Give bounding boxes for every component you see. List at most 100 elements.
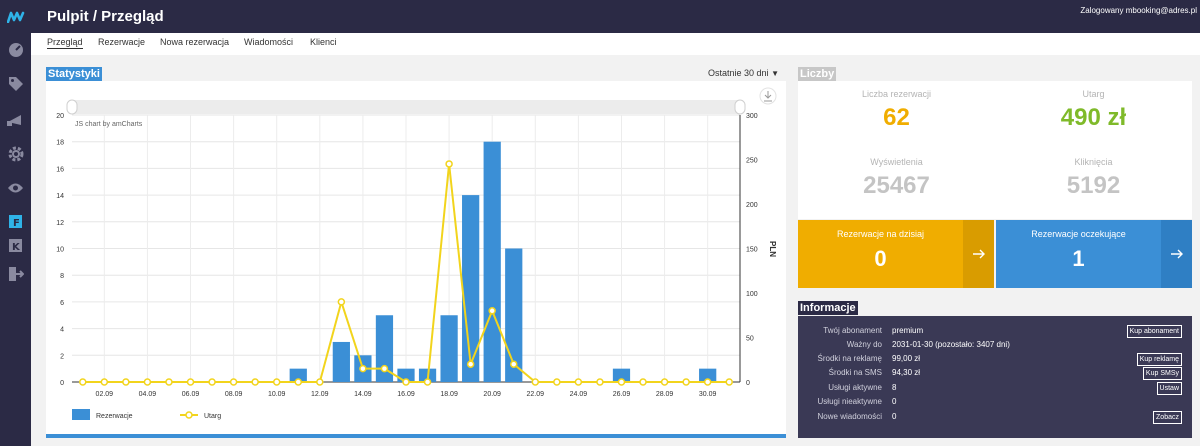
bar-rezerwacje [505, 248, 523, 382]
bar-rezerwacje [289, 368, 307, 382]
x-tick-label: 18.09 [440, 391, 458, 398]
point-utarg [466, 360, 475, 368]
tab-przeglad[interactable]: Przegląd [47, 37, 83, 49]
set-services-button[interactable]: Ustaw [1156, 382, 1182, 395]
svg-text:K: K [12, 242, 21, 252]
view-messages-button[interactable]: Zobacz [1153, 411, 1182, 424]
y-tick-label-left: 16 [56, 166, 64, 173]
y-tick-label-left: 14 [56, 193, 64, 200]
stat-label: Liczba rezerwacji [861, 89, 932, 99]
tile-value: 1 [1072, 246, 1085, 271]
buy-subscription-button[interactable]: Kup abonament [1126, 325, 1182, 338]
point-utarg [682, 378, 690, 386]
info-row-active-services: Usługi aktywne 8 Ustaw [798, 382, 1192, 395]
y-tick-label-right: 150 [746, 247, 758, 254]
legend-swatch-rezerwacje [72, 409, 90, 420]
info-row-subscription: Twój abonament premium Kup abonament [798, 325, 1192, 338]
bar-rezerwacje [612, 368, 631, 382]
y-tick-label-left: 12 [56, 220, 64, 227]
tile-today-reservations[interactable]: Rezerwacje na dzisiaj 0 [798, 220, 994, 288]
scrollbar-handle-right [734, 99, 746, 115]
info-label: Twój abonament [823, 326, 882, 335]
bar-rezerwacje [332, 341, 350, 382]
y-tick-label-left: 2 [60, 353, 64, 360]
point-utarg [488, 307, 496, 315]
stat-value: 25467 [863, 172, 930, 199]
tile-title: Rezerwacje oczekujące [1031, 229, 1126, 239]
x-tick-label: 22.09 [527, 391, 545, 398]
y-tick-label-right: 300 [746, 113, 758, 120]
point-utarg [703, 378, 712, 386]
range-select[interactable]: Ostatnie 30 dni ▼ [708, 68, 779, 78]
download-icon-glyph [764, 91, 772, 102]
x-tick-label: 08.09 [225, 391, 243, 398]
tab-rezerwacje[interactable]: Rezerwacje [98, 37, 146, 47]
arrow-right-icon[interactable] [963, 220, 994, 288]
info-label: Usługi nieaktywne [817, 397, 882, 406]
info-value: 0 [892, 397, 897, 406]
x-tick-label: 06.09 [182, 391, 200, 398]
point-utarg [272, 378, 281, 386]
y-tick-label-left: 4 [60, 327, 64, 334]
buy-ads-button[interactable]: Kup reklamę [1136, 353, 1182, 366]
legend-label-utarg: Utarg [204, 413, 221, 420]
stat-value: 62 [883, 104, 910, 131]
stat-value: 5192 [1066, 172, 1121, 199]
point-utarg [186, 378, 195, 386]
facebook-icon[interactable]: F [6, 212, 25, 231]
user-info[interactable]: Zalogowany mbooking@adres.pl [1080, 6, 1197, 15]
chevron-down-icon: ▼ [771, 69, 779, 78]
scrollbar-handle-left [66, 99, 78, 115]
chart-bottom-bar [46, 434, 786, 438]
point-utarg [208, 378, 216, 386]
stat-value: 490 zł [1060, 104, 1127, 131]
y-tick-label-left: 18 [56, 140, 64, 147]
chart-panel: 0 2 4 6 8 10 12 14 16 18 20 0 50 100 150 200 250 300 JS ch… [46, 81, 786, 438]
point-utarg [294, 378, 303, 386]
point-utarg [316, 378, 324, 386]
x-tick-label: 16.09 [397, 391, 415, 398]
logo[interactable] [0, 0, 31, 33]
range-label: Ostatnie 30 dni [708, 68, 769, 78]
info-panel: Twój abonament premium Kup abonament Waż… [798, 316, 1192, 438]
info-row-valid-until: Ważny do 2031-01-30 (pozostało: 3407 dni… [798, 339, 1192, 352]
tab-wiadomosci[interactable]: Wiadomości [244, 37, 294, 47]
stat-revenue: Utarg 490 zł [995, 89, 1192, 132]
tag-icon[interactable] [6, 74, 25, 93]
y-tick-label-left: 10 [56, 247, 64, 254]
y-tick-label-right: 100 [746, 291, 758, 298]
info-value: 94,30 zł [892, 368, 921, 377]
x-tick-label: 10.09 [268, 391, 286, 398]
logout-icon[interactable] [6, 264, 25, 283]
stat-label: Kliknięcia [1074, 157, 1113, 167]
legend-marker-utarg [185, 411, 193, 419]
dashboard-icon[interactable] [6, 40, 25, 59]
y-tick-label-right: 250 [746, 158, 758, 165]
tile-value: 0 [874, 246, 887, 271]
buy-sms-button[interactable]: Kup SMSy [1142, 367, 1182, 380]
info-label: Usługi aktywne [828, 383, 882, 392]
point-utarg [596, 378, 604, 386]
tab-bar: Przegląd Rezerwacje Nowa rezerwacja Wiad… [31, 33, 1200, 55]
y-tick-label-left: 8 [60, 273, 64, 280]
point-utarg [122, 378, 130, 386]
gear-icon[interactable] [6, 144, 25, 163]
k-icon[interactable]: K [6, 236, 25, 255]
tile-pending-reservations[interactable]: Rezerwacje oczekujące 1 [996, 220, 1192, 288]
tab-nowa-rezerwacja[interactable]: Nowa rezerwacja [160, 37, 230, 47]
x-tick-label: 12.09 [311, 391, 329, 398]
point-utarg [143, 378, 152, 386]
point-utarg [423, 378, 432, 386]
info-label: Środki na reklamę [817, 354, 882, 363]
x-tick-label: 26.09 [613, 391, 631, 398]
x-tick-label: 02.09 [96, 391, 114, 398]
x-tick-label: 20.09 [483, 391, 501, 398]
eye-icon[interactable] [6, 178, 25, 197]
info-row-ad-funds: Środki na reklamę 99,00 zł Kup reklamę [798, 353, 1192, 366]
info-label: Środki na SMS [828, 368, 882, 377]
bar-rezerwacje [440, 315, 458, 382]
megaphone-icon[interactable] [6, 110, 25, 129]
point-utarg [380, 364, 389, 373]
arrow-right-icon[interactable] [1161, 220, 1192, 288]
tab-klienci[interactable]: Klienci [310, 37, 337, 47]
